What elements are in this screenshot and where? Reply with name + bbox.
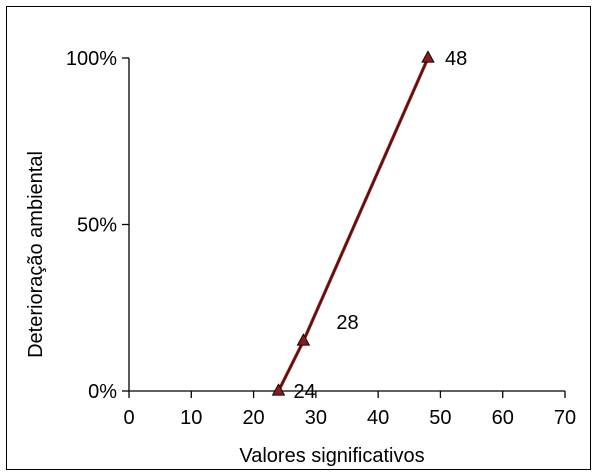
- x-tick-label: 30: [305, 407, 327, 429]
- chart-frame: [6, 6, 591, 470]
- data-point-marker: [421, 50, 435, 63]
- y-tick-label: 50%: [77, 215, 117, 237]
- x-tick-label: 10: [180, 407, 202, 429]
- x-tick-label: 0: [123, 407, 134, 429]
- y-tick-label: 0%: [88, 381, 117, 403]
- x-axis-title: Valores significativos: [239, 445, 424, 467]
- x-tick-label: 20: [242, 407, 264, 429]
- x-tick-label: 60: [492, 407, 514, 429]
- data-point-label: 28: [336, 312, 358, 334]
- y-tick-label: 100%: [66, 48, 117, 70]
- series-group: 24 28 48: [271, 48, 467, 403]
- series-line-outline: [278, 340, 304, 392]
- x-tick-label: 40: [367, 407, 389, 429]
- series-line-outline: [302, 57, 429, 342]
- x-tick-label: 50: [429, 407, 451, 429]
- axes-group: 0 10 20 30 40 50 60 70 0% 50% 100%: [66, 48, 576, 429]
- data-point-marker: [296, 333, 311, 346]
- x-tick-label: 70: [554, 407, 576, 429]
- data-point-label: 24: [293, 381, 315, 403]
- data-point-label: 48: [445, 48, 467, 70]
- data-point-marker: [271, 383, 286, 396]
- y-axis-title: Deterioração ambiental: [25, 151, 47, 358]
